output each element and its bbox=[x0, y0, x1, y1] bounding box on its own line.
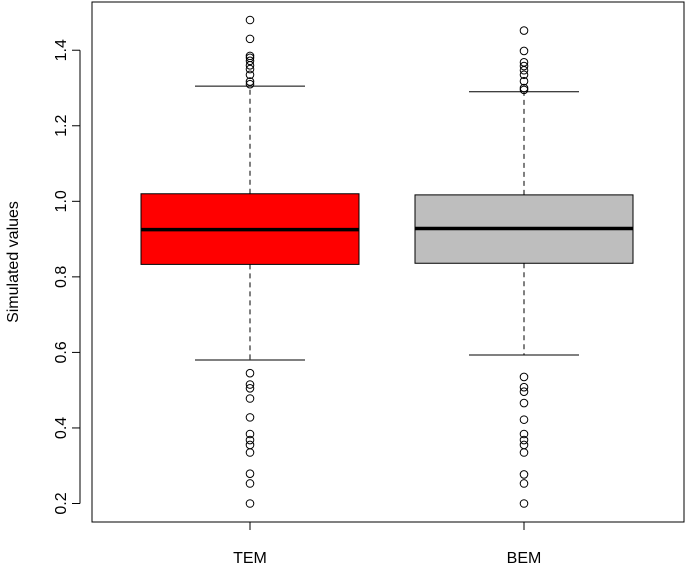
outlier-point bbox=[245, 429, 255, 439]
outlier-point bbox=[245, 64, 255, 74]
y-tick-label: 1.0 bbox=[53, 190, 70, 212]
outlier-point bbox=[245, 380, 255, 389]
outlier-point bbox=[519, 61, 529, 71]
outlier-point bbox=[245, 435, 255, 445]
outlier-point bbox=[519, 372, 529, 382]
boxes-layer bbox=[140, 15, 634, 508]
x-tick-label: BEM bbox=[507, 550, 542, 567]
y-axis: 0.2 0.4 0.6 0.8 1.0 1.2 1.4 bbox=[53, 39, 81, 515]
y-axis-title: Simulated values bbox=[5, 201, 22, 323]
outlier-point bbox=[519, 26, 529, 35]
outlier-point bbox=[245, 383, 255, 393]
outlier-point bbox=[519, 70, 529, 80]
box-bem bbox=[414, 26, 634, 508]
outlier-point bbox=[519, 83, 529, 93]
outlier-point bbox=[519, 58, 529, 67]
outlier-point bbox=[519, 429, 529, 439]
y-tick-label: 0.6 bbox=[53, 341, 70, 363]
outlier-point bbox=[519, 398, 529, 408]
y-tick-label: 0.2 bbox=[53, 492, 70, 514]
outlier-point bbox=[519, 382, 529, 392]
outlier-point bbox=[245, 56, 255, 66]
outlier-point bbox=[245, 77, 255, 86]
outlier-point bbox=[519, 46, 529, 56]
outlier-point bbox=[245, 394, 255, 403]
outlier-point bbox=[519, 387, 529, 396]
x-tick-label: TEM bbox=[233, 550, 267, 567]
outlier-point bbox=[245, 34, 255, 44]
y-tick-label: 0.4 bbox=[53, 417, 70, 439]
outlier-point bbox=[245, 440, 255, 450]
outlier-point bbox=[519, 440, 529, 450]
outlier-point bbox=[245, 368, 255, 378]
outlier-point bbox=[245, 469, 255, 478]
outlier-point bbox=[245, 499, 255, 508]
outlier-point bbox=[245, 51, 255, 61]
outlier-point bbox=[245, 15, 255, 25]
outlier-point bbox=[245, 79, 255, 89]
outlier-point bbox=[245, 70, 255, 80]
y-tick-label: 1.4 bbox=[53, 39, 70, 61]
y-tick-label: 0.8 bbox=[53, 266, 70, 288]
outlier-point bbox=[519, 76, 529, 86]
x-axis: TEM BEM bbox=[233, 521, 542, 567]
outlier-point bbox=[519, 499, 529, 508]
outlier-point bbox=[245, 448, 255, 457]
box-tem bbox=[140, 15, 360, 508]
outlier-point bbox=[519, 479, 529, 488]
outlier-point bbox=[519, 435, 529, 445]
y-tick-label: 1.2 bbox=[53, 115, 70, 137]
outlier-point bbox=[519, 470, 529, 479]
outlier-point bbox=[519, 448, 529, 457]
outlier-point bbox=[519, 415, 529, 424]
outlier-point bbox=[245, 413, 255, 422]
outlier-point bbox=[245, 479, 255, 488]
